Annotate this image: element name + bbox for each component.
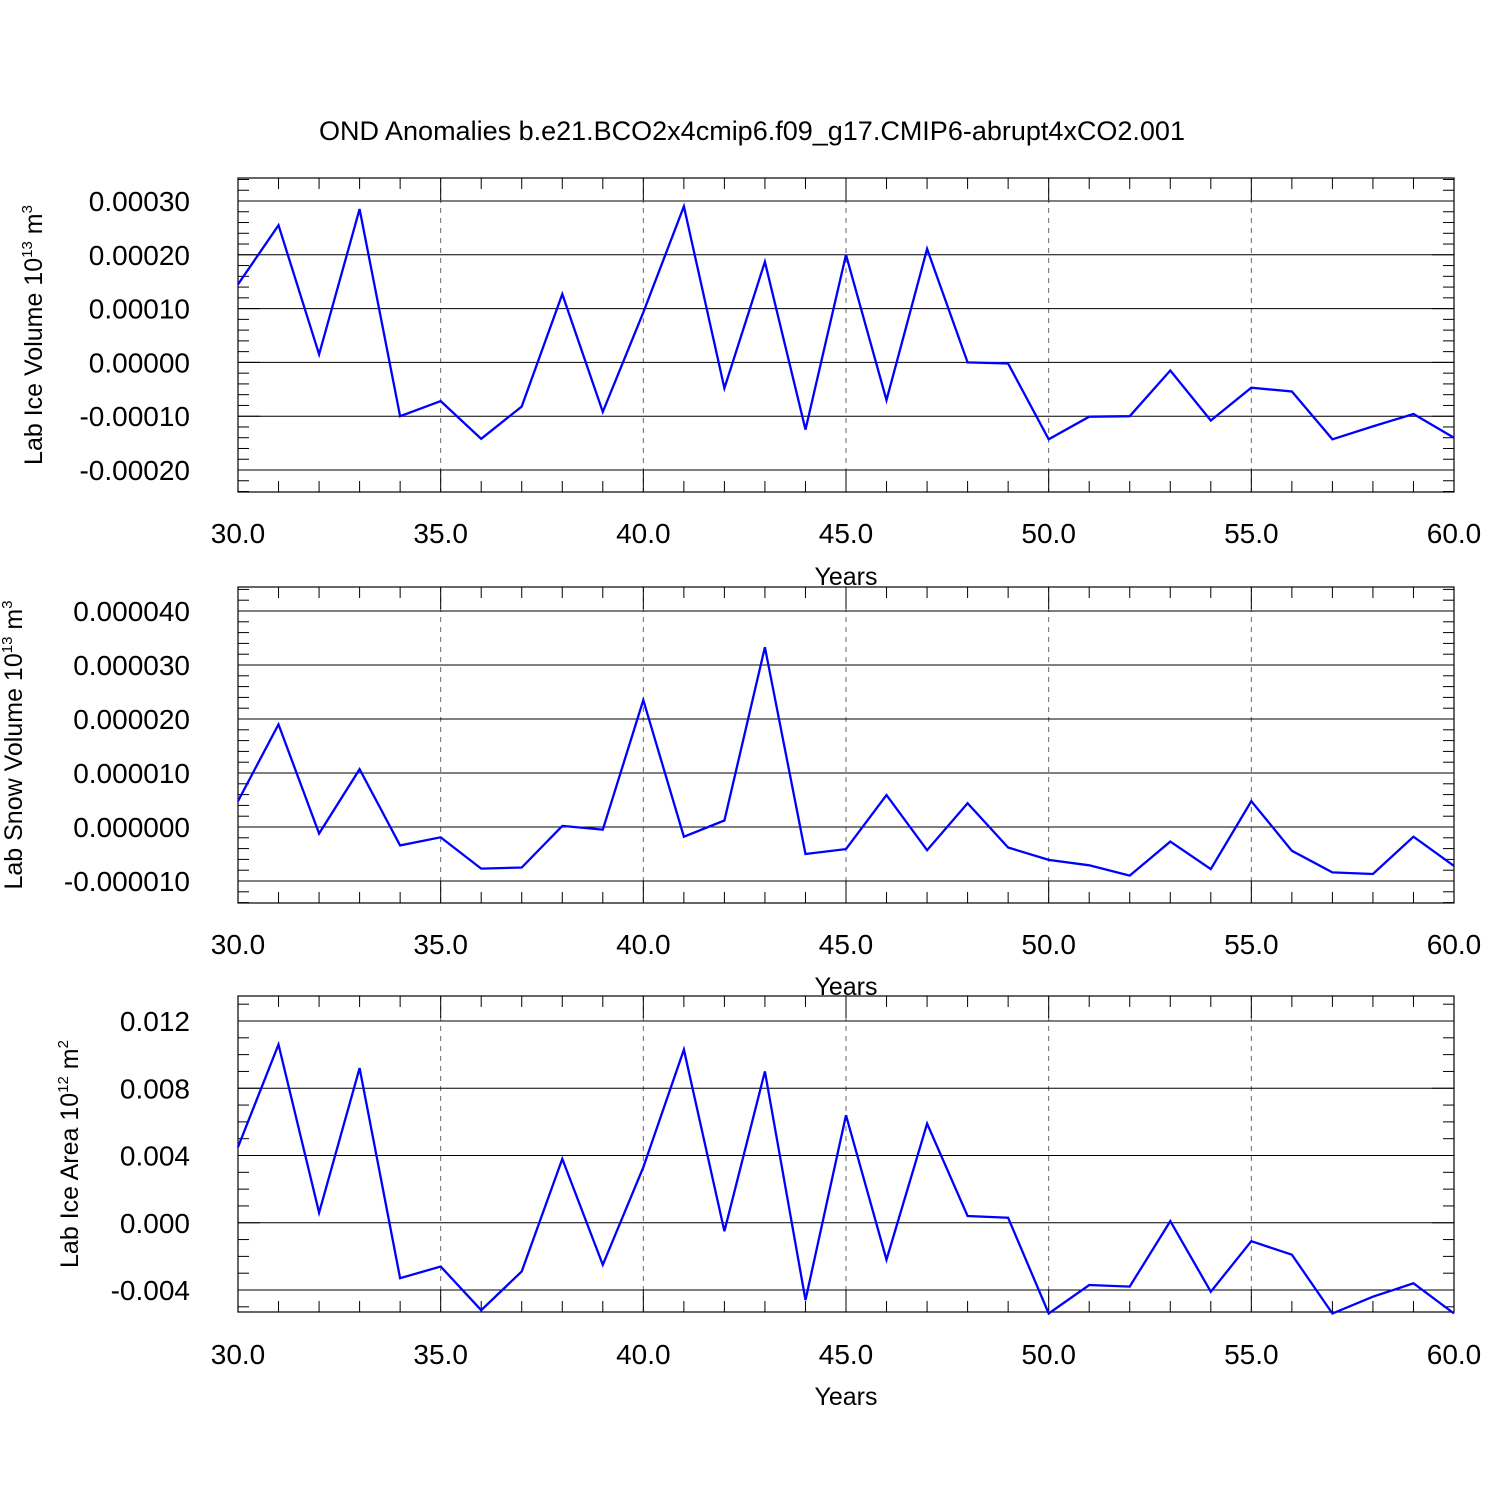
y-tick-label: 0.012 (120, 1006, 190, 1037)
y-tick-label: 0.00010 (89, 294, 190, 325)
series-line (236, 1040, 1455, 1316)
panel-ice-volume: 0.00030 0.00020 0.00010 0.00000 -0.00010 -0.0… (19, 177, 1482, 591)
x-tick-label: 40.0 (616, 929, 671, 960)
x-tick-label: 35.0 (413, 518, 468, 549)
y-axis-label: Lab Ice Area 1012 m2 (55, 1040, 84, 1268)
y-tick-label: -0.00010 (79, 401, 190, 432)
x-tick-label: 55.0 (1224, 929, 1279, 960)
x-tick-label: 50.0 (1021, 1339, 1076, 1370)
y-axis-label-superscript: 2 (55, 1040, 72, 1048)
y-tick-label: 0.000020 (73, 704, 190, 735)
chart-title: OND Anomalies b.e21.BCO2x4cmip6.f09_g17.… (319, 116, 1185, 146)
y-tick-label: -0.000010 (64, 866, 190, 897)
y-tick-label: 0.000010 (73, 758, 190, 789)
y-tick-label: 0.00020 (89, 240, 190, 271)
x-tick-label: 45.0 (819, 929, 874, 960)
y-axis-label: Lab Ice Volume 1013 m3 (19, 205, 48, 465)
x-tick-label: 30.0 (211, 929, 266, 960)
y-tick-label: 0.00030 (89, 186, 190, 217)
y-axis-label-part: Lab Ice Area 10 (56, 1093, 84, 1268)
plot-frame (237, 995, 1455, 1313)
y-tick-label: -0.004 (111, 1275, 190, 1306)
panel-snow-volume: 0.000040 0.000030 0.000020 0.000010 0.000000… (0, 586, 1482, 1001)
y-tick-label: 0.000030 (73, 650, 190, 681)
x-tick-label: 35.0 (413, 929, 468, 960)
y-axis-label-part: Lab Snow Volume 10 (0, 653, 28, 889)
series-line (236, 646, 1455, 877)
plot-frame (237, 177, 1455, 493)
x-axis-label: Years (814, 563, 877, 591)
y-tick-label: 0.000 (120, 1208, 190, 1239)
y-axis-label-part: Lab Ice Volume 10 (20, 258, 48, 465)
y-tick-label: 0.00000 (89, 347, 190, 378)
x-tick-label: 60.0 (1427, 929, 1482, 960)
x-tick-label: 60.0 (1427, 1339, 1482, 1370)
y-axis-label-superscript: 12 (55, 1076, 72, 1093)
y-axis-label-part: m (56, 1048, 84, 1076)
x-tick-label: 55.0 (1224, 1339, 1279, 1370)
x-tick-label: 55.0 (1224, 518, 1279, 549)
y-tick-label: 0.000040 (73, 596, 190, 627)
x-tick-label: 35.0 (413, 1339, 468, 1370)
y-axis-label-superscript: 3 (19, 205, 36, 213)
x-axis-label: Years (814, 1383, 877, 1411)
x-tick-label: 30.0 (211, 1339, 266, 1370)
y-axis-label-part: m (20, 213, 48, 241)
x-tick-label: 50.0 (1021, 518, 1076, 549)
y-tick-label: 0.000000 (73, 812, 190, 843)
x-tick-label: 45.0 (819, 518, 874, 549)
x-tick-label: 50.0 (1021, 929, 1076, 960)
y-axis-label-superscript: 3 (0, 600, 16, 608)
y-axis-label: Lab Snow Volume 1013 m3 (0, 600, 28, 889)
x-tick-label: 40.0 (616, 1339, 671, 1370)
y-tick-label: 0.008 (120, 1073, 190, 1104)
plot-frame (237, 586, 1455, 904)
x-tick-label: 45.0 (819, 1339, 874, 1370)
series-line (237, 202, 1455, 441)
y-tick-label: -0.00020 (79, 455, 190, 486)
x-tick-label: 30.0 (211, 518, 266, 549)
panel-ice-area: 0.012 0.008 0.004 0.000 -0.004 30.0 35.0 40.0 45… (55, 995, 1482, 1411)
y-axis-label-part: m (0, 609, 28, 637)
y-tick-label: 0.004 (120, 1141, 190, 1172)
x-tick-label: 60.0 (1427, 518, 1482, 549)
y-axis-label-superscript: 13 (0, 637, 16, 654)
y-axis-label-superscript: 13 (19, 241, 36, 258)
x-tick-label: 40.0 (616, 518, 671, 549)
